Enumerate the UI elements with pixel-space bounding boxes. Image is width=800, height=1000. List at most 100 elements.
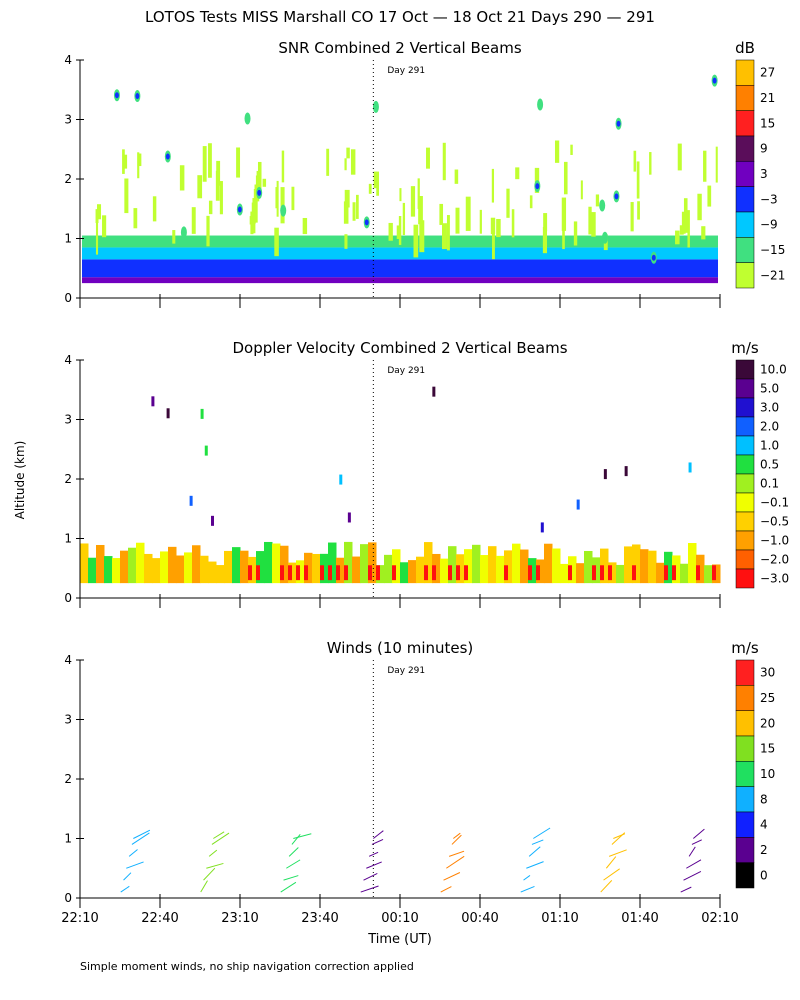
doppler-cell: [408, 560, 417, 584]
snr-cell: [172, 230, 176, 244]
snr-cell: [344, 158, 347, 171]
doppler-cell: [376, 565, 385, 584]
doppler-patch: [211, 515, 215, 526]
snr-cell: [636, 161, 640, 199]
colorbar-swatch: [735, 685, 755, 711]
doppler-outline: [504, 565, 508, 581]
wind-barb: [120, 885, 130, 893]
doppler-cell: [472, 544, 481, 584]
colorbar-label: −3: [760, 192, 778, 206]
colorbar-label: 0: [760, 868, 768, 882]
snr-cell: [677, 143, 682, 171]
snr-cell: [675, 230, 680, 245]
doppler-cell: [184, 552, 193, 584]
doppler-cell: [704, 565, 713, 584]
doppler-cell: [624, 546, 633, 584]
wind-barb: [448, 850, 465, 857]
snr-cell: [490, 217, 496, 235]
doppler-outline: [328, 565, 332, 581]
panel-2: 0 1 2 3 4 Day 291 10.0 5.0 3.0 2.0 1.0 0.5 0.1 −0.1 −0…: [64, 353, 789, 608]
doppler-outline: [672, 565, 676, 581]
doppler-cell: [192, 545, 201, 584]
doppler-cell: [168, 546, 177, 584]
snr-cell: [455, 207, 460, 234]
doppler-outline: [696, 565, 700, 581]
colorbar-swatch: [735, 511, 755, 532]
doppler-patch: [624, 466, 628, 477]
snr-cell: [707, 185, 712, 207]
snr-cell: [208, 143, 212, 178]
doppler-cell: [568, 556, 577, 584]
colorbar-label: 2: [760, 843, 768, 857]
snr-patch-core: [257, 189, 262, 196]
doppler-cell: [512, 543, 521, 584]
colorbar-swatch: [735, 568, 755, 589]
snr-patch: [180, 226, 187, 239]
snr-patch: [280, 204, 287, 217]
doppler-outline: [344, 565, 348, 581]
wind-barb: [293, 833, 312, 839]
doppler-patch: [688, 462, 692, 473]
panel-1-title: SNR Combined 2 Vertical Beams: [278, 39, 521, 57]
snr-cell: [715, 146, 718, 183]
doppler-cell: [560, 563, 569, 584]
colorbar-label: 0.1: [760, 477, 779, 491]
wind-barb: [291, 834, 301, 845]
x-tick-label: 00:10: [381, 911, 418, 926]
doppler-cell: [680, 563, 689, 584]
snr-cell: [511, 209, 515, 238]
doppler-cell: [136, 542, 145, 584]
day-marker-label: Day 291: [387, 666, 425, 676]
doppler-outline: [432, 565, 436, 581]
footnote: Simple moment winds, no ship navigation …: [80, 960, 414, 973]
colorbar-swatch: [735, 59, 755, 86]
snr-cell: [630, 202, 634, 232]
snr-cell: [368, 183, 372, 194]
doppler-cell: [600, 548, 609, 584]
colorbar-3-unit: m/s: [731, 639, 759, 657]
snr-cell: [417, 178, 420, 209]
doppler-patch: [151, 396, 155, 407]
snr-patch-core: [712, 77, 717, 84]
doppler-outline: [608, 565, 612, 581]
doppler-cell: [392, 549, 401, 584]
doppler-cell: [320, 553, 329, 584]
doppler-outline: [256, 565, 260, 581]
snr-cell: [687, 210, 690, 248]
snr-cell: [253, 189, 258, 223]
doppler-cell: [544, 543, 553, 584]
doppler-cell: [656, 562, 665, 584]
wind-barb: [446, 855, 465, 869]
doppler-outline: [528, 565, 532, 581]
doppler-cell: [128, 547, 137, 584]
snr-cell: [542, 227, 548, 254]
snr-layer: [82, 277, 718, 284]
colorbar-label: 10: [760, 767, 775, 781]
wind-barb: [126, 861, 144, 869]
x-tick-label: 23:10: [221, 911, 258, 926]
colorbar-label: −0.1: [760, 496, 789, 510]
doppler-cell: [80, 543, 89, 584]
colorbar-swatch: [735, 862, 755, 889]
snr-cell: [97, 204, 102, 220]
doppler-cell: [312, 553, 321, 584]
snr-cell: [563, 161, 568, 195]
snr-cell: [191, 207, 196, 234]
snr-cell: [681, 211, 686, 234]
snr-cell: [573, 221, 578, 246]
doppler-cell: [256, 551, 265, 584]
doppler-cell: [328, 542, 337, 584]
wind-barb: [283, 875, 299, 881]
doppler-outline: [392, 565, 396, 581]
doppler-cell: [88, 557, 97, 584]
snr-cell: [588, 206, 592, 235]
snr-cell: [426, 147, 430, 169]
colorbar-swatch: [735, 549, 755, 570]
colorbar-label: 30: [760, 666, 775, 680]
snr-cell: [492, 230, 495, 260]
wind-barb: [526, 861, 544, 869]
snr-cell: [352, 202, 356, 221]
snr-cell: [219, 181, 223, 215]
doppler-cell: [496, 555, 505, 584]
snr-cell: [102, 215, 107, 238]
